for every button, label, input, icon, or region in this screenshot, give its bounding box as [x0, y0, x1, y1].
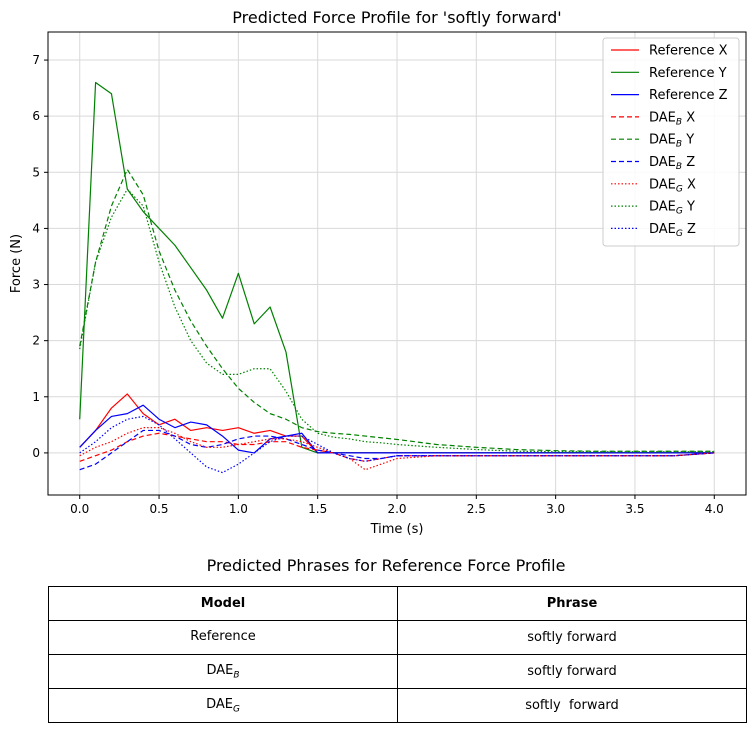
table-header-row: Model Phrase [48, 586, 747, 621]
series-line [79, 427, 715, 471]
x-tick-label: 1.0 [229, 502, 248, 516]
header-model: Model [48, 586, 398, 621]
y-tick-label: 1 [32, 390, 40, 404]
table-row: DAEB softly forward [48, 654, 747, 689]
y-tick-label: 2 [32, 334, 40, 348]
phrase-cell: softly forward [397, 620, 747, 655]
x-tick-label: 1.5 [308, 502, 327, 516]
header-phrase: Phrase [397, 586, 747, 621]
legend-label: DAEB X [649, 110, 695, 127]
legend-box [602, 37, 740, 247]
y-tick-label: 6 [32, 109, 40, 123]
phrase-cell: softly forward [397, 654, 747, 689]
x-tick-label: 0.5 [149, 502, 168, 516]
legend-label: DAEB Z [649, 155, 695, 172]
x-axis-label: Time (s) [370, 522, 424, 537]
x-tick-label: 3.0 [546, 502, 565, 516]
y-tick-label: 5 [32, 165, 40, 179]
legend-label: DAEG Y [649, 200, 695, 217]
series-line [79, 415, 715, 474]
x-tick-label: 2.0 [387, 502, 406, 516]
table-title: Predicted Phrases for Reference Force Pr… [206, 556, 566, 575]
model-cell: DAEB [48, 654, 398, 689]
plot-frame [47, 31, 747, 496]
x-tick-label: 3.5 [625, 502, 644, 516]
table-row: DAEG softly forward [48, 688, 747, 723]
x-tick-label: 4.0 [705, 502, 724, 516]
model-cell: DAEG [48, 688, 398, 723]
y-tick-label: 4 [32, 221, 40, 235]
x-tick-label: 2.5 [467, 502, 486, 516]
y-tick-label: 0 [32, 446, 40, 460]
y-tick-label: 7 [32, 53, 40, 67]
legend-label: DAEB Y [649, 133, 694, 150]
y-tick-label: 3 [32, 278, 40, 292]
series-line [79, 168, 715, 452]
y-axis-label: Force (N) [9, 234, 24, 293]
chart-title: Predicted Force Profile for 'softly forw… [232, 8, 561, 27]
legend-label: Reference Y [649, 66, 727, 81]
legend-label: DAEG Z [649, 222, 696, 239]
legend-label: Reference X [649, 44, 728, 59]
force-profile-chart: 0.0 0.5 1.0 1.5 2.0 2.5 3.0 3.5 4.0 0 1 2 3 4 5 6 7 Predi… [9, 8, 747, 537]
x-tick-label: 0.0 [70, 502, 89, 516]
series-line [79, 404, 715, 454]
legend-label: DAEG X [649, 177, 696, 194]
model-cell: Reference [48, 620, 398, 655]
table-row: Reference softly forward [48, 620, 747, 655]
legend-label: Reference Z [649, 88, 728, 103]
phrase-cell: softly forward [397, 688, 747, 723]
phrase-table: Model Phrase Reference softly forward DA… [48, 586, 747, 723]
